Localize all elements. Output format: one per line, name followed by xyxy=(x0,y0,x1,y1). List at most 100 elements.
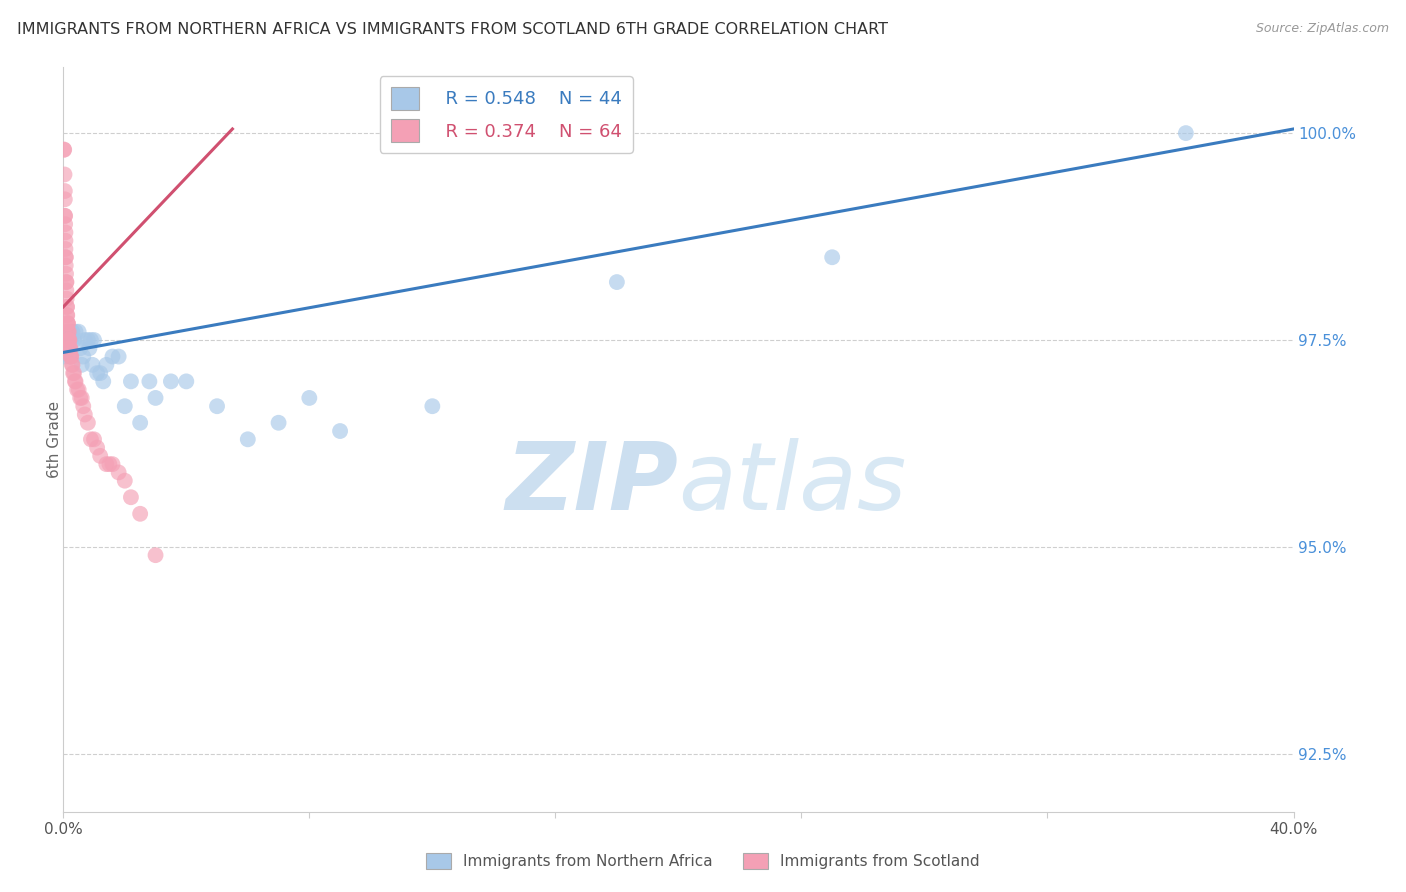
Point xyxy=(56,300,79,314)
Point xyxy=(53,209,76,223)
Point xyxy=(56,325,79,339)
Point xyxy=(114,399,136,413)
Point xyxy=(53,217,76,231)
Point xyxy=(83,433,105,447)
Point xyxy=(821,250,844,264)
Point xyxy=(422,399,444,413)
Point xyxy=(65,375,87,389)
Point xyxy=(101,350,124,364)
Point xyxy=(63,333,86,347)
Point xyxy=(101,457,124,471)
Point xyxy=(55,226,77,240)
Point xyxy=(56,300,79,314)
Point xyxy=(59,341,82,355)
Point xyxy=(60,325,83,339)
Point xyxy=(55,292,77,306)
Point xyxy=(62,366,84,380)
Point xyxy=(60,350,83,364)
Point xyxy=(63,375,86,389)
Y-axis label: 6th Grade: 6th Grade xyxy=(48,401,62,478)
Point xyxy=(1174,126,1197,140)
Point xyxy=(55,234,77,248)
Point xyxy=(267,416,290,430)
Point xyxy=(72,399,94,413)
Point xyxy=(86,366,108,380)
Point xyxy=(114,474,136,488)
Point xyxy=(80,433,103,447)
Point xyxy=(53,184,76,198)
Point xyxy=(55,267,77,281)
Point xyxy=(606,275,628,289)
Point xyxy=(91,375,114,389)
Point xyxy=(58,333,80,347)
Point xyxy=(174,375,197,389)
Point xyxy=(67,383,90,397)
Point xyxy=(96,358,118,372)
Point xyxy=(67,325,90,339)
Text: Source: ZipAtlas.com: Source: ZipAtlas.com xyxy=(1256,22,1389,36)
Point xyxy=(236,433,259,447)
Point xyxy=(53,341,76,355)
Point xyxy=(82,358,104,372)
Point xyxy=(129,507,152,521)
Point xyxy=(56,317,79,331)
Point xyxy=(329,424,352,438)
Point xyxy=(79,341,101,355)
Point xyxy=(145,548,167,562)
Point xyxy=(138,375,160,389)
Point xyxy=(76,416,98,430)
Point xyxy=(55,275,77,289)
Point xyxy=(96,457,118,471)
Point xyxy=(59,350,82,364)
Point xyxy=(145,391,167,405)
Point xyxy=(65,325,87,339)
Point xyxy=(59,333,82,347)
Point xyxy=(76,333,98,347)
Point xyxy=(66,383,89,397)
Point xyxy=(55,242,77,256)
Point xyxy=(120,375,142,389)
Point xyxy=(58,350,80,364)
Point xyxy=(55,275,77,289)
Point xyxy=(59,341,82,355)
Point xyxy=(53,209,76,223)
Point xyxy=(83,333,105,347)
Point xyxy=(55,250,77,264)
Legend:   R = 0.548    N = 44,   R = 0.374    N = 64: R = 0.548 N = 44, R = 0.374 N = 64 xyxy=(380,76,633,153)
Point xyxy=(72,350,94,364)
Text: ZIP: ZIP xyxy=(506,438,678,530)
Point xyxy=(55,259,77,273)
Point xyxy=(80,333,103,347)
Point xyxy=(107,466,129,480)
Text: atlas: atlas xyxy=(678,439,907,530)
Point xyxy=(53,350,76,364)
Point xyxy=(62,358,84,372)
Point xyxy=(73,333,96,347)
Point xyxy=(56,317,79,331)
Point xyxy=(205,399,228,413)
Point xyxy=(129,416,152,430)
Point xyxy=(56,333,79,347)
Point xyxy=(56,308,79,322)
Point xyxy=(59,350,82,364)
Point xyxy=(58,341,80,355)
Point xyxy=(53,143,76,157)
Point xyxy=(69,341,91,355)
Point xyxy=(58,333,80,347)
Point xyxy=(120,490,142,504)
Point xyxy=(59,325,82,339)
Point xyxy=(55,333,77,347)
Text: IMMIGRANTS FROM NORTHERN AFRICA VS IMMIGRANTS FROM SCOTLAND 6TH GRADE CORRELATIO: IMMIGRANTS FROM NORTHERN AFRICA VS IMMIG… xyxy=(17,22,887,37)
Point xyxy=(55,250,77,264)
Point xyxy=(52,143,75,157)
Point xyxy=(58,325,80,339)
Point xyxy=(53,168,76,182)
Point xyxy=(58,333,80,347)
Point xyxy=(86,441,108,455)
Point xyxy=(298,391,321,405)
Point xyxy=(56,317,79,331)
Point xyxy=(73,408,96,422)
Legend: Immigrants from Northern Africa, Immigrants from Scotland: Immigrants from Northern Africa, Immigra… xyxy=(420,847,986,875)
Point xyxy=(62,325,84,339)
Point xyxy=(98,457,121,471)
